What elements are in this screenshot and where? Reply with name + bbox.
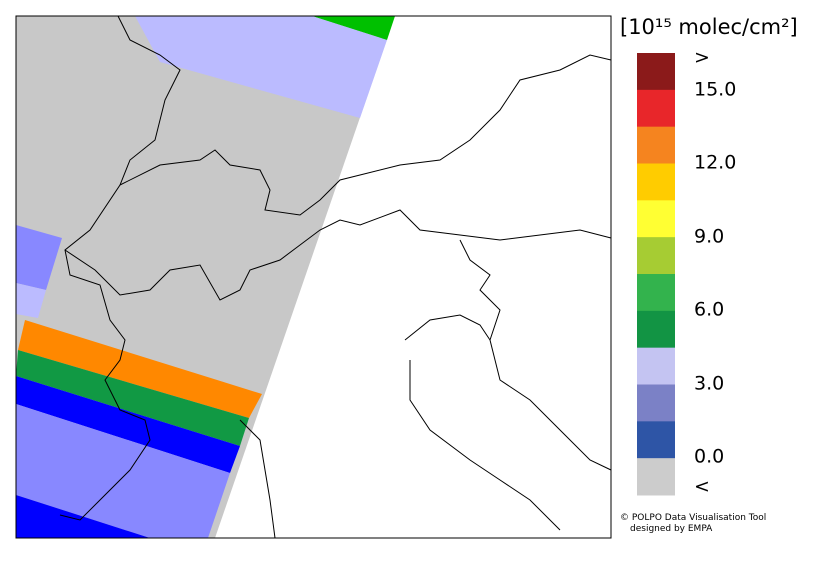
legend-label: <: [694, 476, 710, 498]
colorbar-swatch: [637, 310, 675, 349]
legend-label: 6.0: [694, 299, 724, 321]
legend-label: 0.0: [694, 446, 724, 468]
colorbar-swatch: [637, 421, 675, 459]
legend-label: 15.0: [694, 79, 736, 101]
colorbar-swatch: [637, 347, 675, 385]
legend-label: 9.0: [694, 226, 724, 248]
legend-label: >: [694, 47, 710, 69]
colorbar-swatch: [637, 53, 675, 91]
colorbar-swatch: [637, 126, 675, 164]
colorbar-swatch: [637, 237, 675, 275]
country-borders: [59, 15, 612, 539]
credit: © POLPO Data Visualisation Tool: [620, 513, 766, 523]
colorbar-swatch: [637, 274, 675, 312]
colorbar: [637, 53, 675, 496]
swath: [16, 16, 395, 538]
colorbar-swatch: [637, 200, 675, 238]
legend-label: 3.0: [694, 373, 724, 395]
colorbar-swatch: [637, 163, 675, 201]
legend-label: 12.0: [694, 152, 736, 174]
map-frame: [15, 15, 612, 539]
colorbar-swatch: [637, 89, 675, 128]
credit: designed by EMPA: [630, 524, 713, 534]
colorbar-swatch: [637, 458, 675, 496]
legend-title: [10¹⁵ molec/cm²]: [620, 15, 798, 39]
colorbar-swatch: [637, 384, 675, 422]
